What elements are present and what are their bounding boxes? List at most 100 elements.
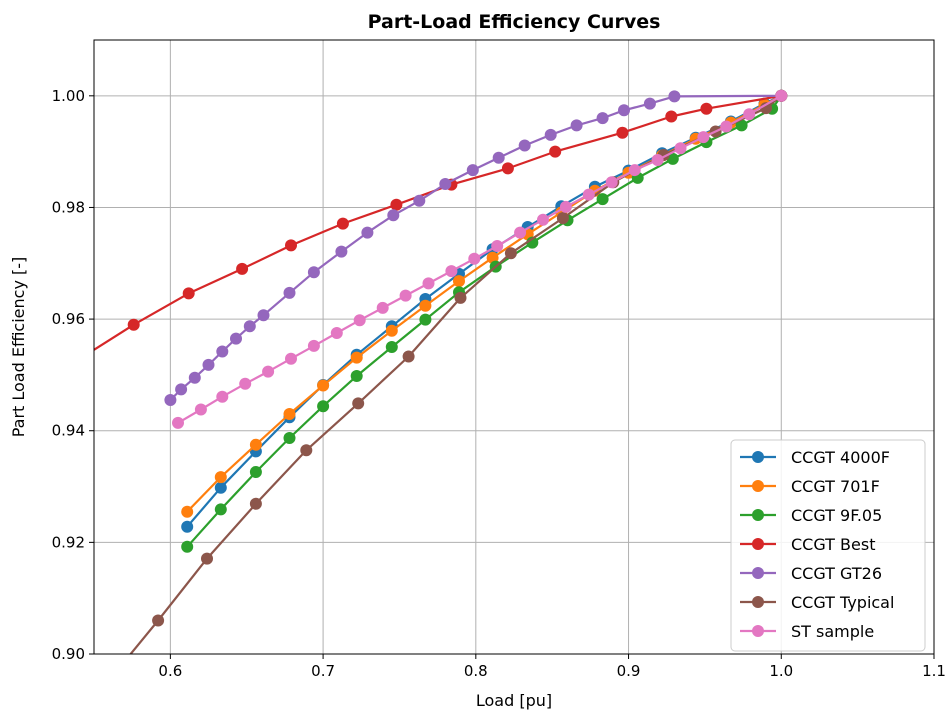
y-tick-label: 0.96 <box>52 310 85 328</box>
data-point-ccgt-701f <box>317 379 330 392</box>
data-point-st-sample <box>559 200 572 213</box>
data-point-ccgt-701f <box>181 505 194 518</box>
data-point-st-sample <box>743 108 756 121</box>
data-point-ccgt-4000f <box>214 481 227 494</box>
data-point-st-sample <box>399 289 412 302</box>
data-point-ccgt-9f-05 <box>666 152 679 165</box>
data-point-ccgt-best <box>390 198 403 211</box>
data-point-ccgt-9f-05 <box>214 503 227 516</box>
data-point-st-sample <box>628 164 641 177</box>
legend-label-st-sample: ST sample <box>791 622 874 641</box>
data-point-ccgt-gt26 <box>570 119 583 132</box>
data-point-ccgt-gt26 <box>439 178 452 190</box>
legend-label-ccgt-typical: CCGT Typical <box>791 593 894 612</box>
series-group <box>94 89 788 654</box>
x-tick-label: 0.8 <box>464 662 488 680</box>
data-point-ccgt-gt26 <box>216 345 229 358</box>
data-point-ccgt-best <box>501 162 514 175</box>
data-point-ccgt-gt26 <box>596 112 609 125</box>
data-point-ccgt-701f <box>214 471 227 484</box>
data-point-ccgt-typical <box>402 350 415 363</box>
data-point-ccgt-gt26 <box>175 383 188 396</box>
data-point-ccgt-701f <box>249 438 262 451</box>
y-tick-label: 0.92 <box>52 533 85 551</box>
legend-label-ccgt-9f-05: CCGT 9F.05 <box>791 506 882 525</box>
data-point-ccgt-gt26 <box>307 266 320 279</box>
data-point-ccgt-701f <box>453 275 465 288</box>
chart-title: Part-Load Efficiency Curves <box>368 11 661 33</box>
series-ccgt-4000f <box>181 89 788 533</box>
data-point-st-sample <box>445 265 458 278</box>
data-point-ccgt-best <box>127 318 140 331</box>
data-point-ccgt-gt26 <box>243 320 256 333</box>
data-point-ccgt-9f-05 <box>596 193 609 206</box>
legend: CCGT 4000F CCGT 701F CCGT 9F.05 CCGT Best CC… <box>730 439 926 652</box>
y-tick-label: 0.90 <box>52 645 85 663</box>
legend-swatch-marker-ccgt-9f-05 <box>752 509 764 521</box>
data-point-ccgt-typical <box>504 247 517 260</box>
data-point-ccgt-best <box>236 262 249 275</box>
data-point-st-sample <box>422 277 435 290</box>
legend-box <box>730 439 926 652</box>
data-point-ccgt-gt26 <box>466 164 479 177</box>
data-point-ccgt-best <box>336 217 349 230</box>
data-point-ccgt-typical <box>300 444 313 457</box>
data-point-st-sample <box>216 390 229 403</box>
plot-area <box>94 89 788 654</box>
plot-frame <box>93 39 935 655</box>
data-point-ccgt-typical <box>152 614 165 627</box>
data-point-ccgt-gt26 <box>668 90 681 103</box>
x-tick-label: 1.1 <box>922 662 946 680</box>
data-point-ccgt-701f <box>419 299 432 312</box>
data-point-ccgt-gt26 <box>230 332 242 345</box>
data-point-ccgt-701f <box>350 351 363 364</box>
data-point-ccgt-9f-05 <box>283 432 296 444</box>
data-point-st-sample <box>674 142 687 155</box>
y-tick-label: 1.00 <box>52 87 85 105</box>
legend-label-ccgt-best: CCGT Best <box>791 535 875 554</box>
data-point-ccgt-701f <box>385 324 398 337</box>
legend-label-ccgt-gt26: CCGT GT26 <box>791 564 882 583</box>
data-point-ccgt-best <box>700 102 713 115</box>
data-point-ccgt-9f-05 <box>350 370 363 382</box>
series-line-ccgt-typical <box>129 94 782 654</box>
data-point-ccgt-9f-05 <box>181 540 194 553</box>
legend-label-ccgt-4000f: CCGT 4000F <box>791 448 890 467</box>
data-point-ccgt-gt26 <box>413 194 426 207</box>
series-ccgt-701f <box>181 89 788 518</box>
data-point-ccgt-typical <box>249 497 262 510</box>
data-point-ccgt-gt26 <box>283 286 296 299</box>
data-point-st-sample <box>194 403 207 416</box>
data-point-st-sample <box>307 339 320 352</box>
x-tick-label: 1.0 <box>769 662 793 680</box>
x-tick-label: 0.7 <box>311 662 335 680</box>
data-point-ccgt-gt26 <box>544 128 557 141</box>
series-st-sample <box>172 89 788 429</box>
data-point-st-sample <box>285 352 297 365</box>
data-point-st-sample <box>775 89 788 102</box>
data-point-st-sample <box>582 188 595 201</box>
data-point-st-sample <box>468 252 481 265</box>
data-point-ccgt-gt26 <box>361 226 374 239</box>
data-point-st-sample <box>491 240 504 252</box>
y-tick-label: 0.98 <box>52 198 85 216</box>
data-point-ccgt-gt26 <box>202 358 215 371</box>
series-ccgt-gt26 <box>164 89 788 406</box>
legend-label-ccgt-701f: CCGT 701F <box>791 477 880 496</box>
y-axis-ticks: 0.90 0.92 0.94 0.96 0.98 1.00 <box>52 87 94 663</box>
data-point-ccgt-gt26 <box>618 104 630 117</box>
data-point-st-sample <box>262 365 275 378</box>
legend-swatch-marker-ccgt-best <box>752 538 764 550</box>
y-tick-label: 0.94 <box>52 422 85 440</box>
data-point-st-sample <box>330 327 343 339</box>
data-point-ccgt-gt26 <box>387 209 400 222</box>
data-point-ccgt-9f-05 <box>249 466 262 478</box>
series-line-ccgt-4000f <box>186 94 782 528</box>
x-axis-ticks: 0.6 0.7 0.8 0.9 1.0 1.1 <box>158 654 946 680</box>
data-point-ccgt-4000f <box>181 520 194 533</box>
series-ccgt-best <box>94 89 788 351</box>
data-point-ccgt-typical <box>556 212 569 225</box>
data-point-st-sample <box>697 131 710 144</box>
data-point-ccgt-best <box>182 287 195 300</box>
data-point-st-sample <box>172 416 184 429</box>
